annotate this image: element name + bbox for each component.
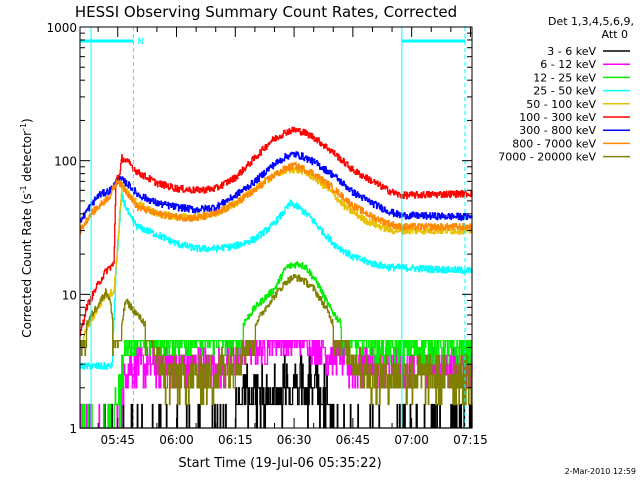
night-bar-label: N bbox=[137, 37, 144, 47]
series-line bbox=[79, 151, 473, 223]
series-line bbox=[79, 273, 473, 406]
x-tick-label: 07:00 bbox=[394, 433, 429, 447]
x-tick-label: 06:00 bbox=[159, 433, 194, 447]
generation-timestamp: 2-Mar-2010 12:59 bbox=[565, 467, 636, 476]
x-tick-label: 06:15 bbox=[218, 433, 253, 447]
y-tick-label: 1 bbox=[69, 422, 77, 436]
y-tick-label: 100 bbox=[54, 155, 77, 169]
legend-entry-label: 12 - 25 keV bbox=[533, 71, 596, 84]
legend-entry-label: 50 - 100 keV bbox=[526, 98, 596, 111]
legend-entry-label: 7000 - 20000 keV bbox=[498, 151, 596, 164]
y-axis-label-part: Corrected Count Rate (s bbox=[20, 193, 34, 337]
legend-entry-label: 800 - 7000 keV bbox=[512, 137, 596, 150]
series-line bbox=[79, 191, 473, 370]
plot-frame bbox=[79, 26, 473, 429]
y-axis-label-part: detector bbox=[20, 131, 34, 186]
y-axis-label-part: ) bbox=[20, 118, 34, 123]
series-line bbox=[79, 126, 473, 337]
legend-entry-label: 3 - 6 keV bbox=[547, 45, 596, 58]
y-axis-label: Corrected Count Rate (s-1 detector-1) bbox=[19, 118, 34, 337]
legend-entry-label: 25 - 50 keV bbox=[533, 85, 596, 98]
x-tick-label: 06:45 bbox=[336, 433, 371, 447]
x-tick-label: 05:45 bbox=[100, 433, 135, 447]
legend-entry-label: 100 - 300 keV bbox=[519, 111, 596, 124]
legend-entry-label: 300 - 800 keV bbox=[519, 124, 596, 137]
legend-entry-label: 6 - 12 keV bbox=[540, 58, 596, 71]
x-tick-label: 07:15 bbox=[453, 433, 488, 447]
y-axis-label-exponent: -1 bbox=[19, 185, 28, 193]
x-tick-label: 06:30 bbox=[277, 433, 312, 447]
legend-header-detectors: Det 1,3,4,5,6,9, bbox=[548, 15, 634, 28]
y-tick-label: 10 bbox=[62, 288, 77, 302]
series-line bbox=[80, 261, 473, 429]
x-axis-label: Start Time (19-Jul-06 05:35:22) bbox=[178, 456, 381, 471]
chart-title: HESSI Observing Summary Count Rates, Cor… bbox=[75, 3, 457, 21]
legend-header-attenuator: Att 0 bbox=[602, 28, 628, 41]
series-line bbox=[79, 162, 473, 235]
y-axis-label-exponent: -1 bbox=[19, 123, 28, 131]
y-tick-label: 1000 bbox=[46, 21, 77, 35]
plot-area: N 1 10 100 1000 05:45 06:00 06:15 06:30 06:45 07:0… bbox=[46, 21, 487, 447]
